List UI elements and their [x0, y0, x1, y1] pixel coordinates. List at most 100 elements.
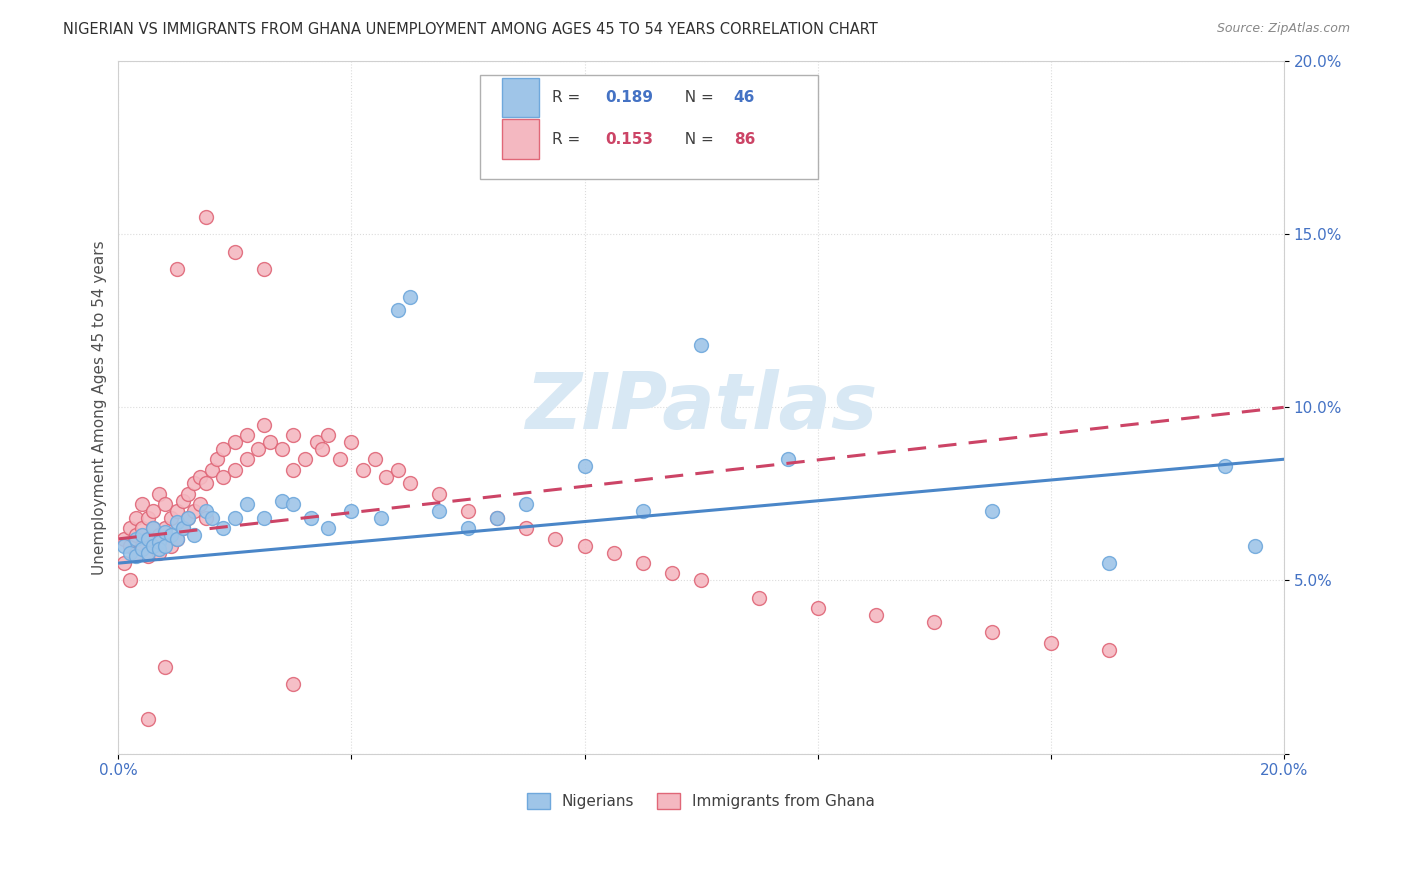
Point [188, 497, 211, 511]
Point [364, 452, 387, 467]
FancyBboxPatch shape [502, 120, 538, 159]
Point [131, 497, 153, 511]
Point [160, 511, 183, 525]
Point [153, 660, 176, 674]
Point [188, 469, 211, 483]
Point [311, 442, 333, 456]
Point [183, 528, 205, 542]
Point [631, 504, 654, 518]
Text: R =: R = [553, 90, 585, 105]
Point [631, 106, 654, 120]
Point [131, 539, 153, 553]
Point [661, 566, 683, 581]
Point [398, 289, 420, 303]
Point [690, 574, 713, 588]
Point [515, 521, 537, 535]
Point [183, 504, 205, 518]
Point [120, 521, 142, 535]
Point [486, 511, 509, 525]
Point [253, 511, 276, 525]
Point [329, 452, 352, 467]
Point [148, 546, 170, 560]
Text: 86: 86 [734, 132, 755, 147]
Point [207, 452, 229, 467]
Point [398, 476, 420, 491]
Point [544, 532, 567, 546]
Point [283, 677, 305, 691]
Point [574, 459, 596, 474]
Point [125, 546, 148, 560]
Point [283, 463, 305, 477]
Point [1243, 539, 1265, 553]
Point [120, 539, 142, 553]
Point [352, 463, 374, 477]
Text: N =: N = [675, 132, 718, 147]
Point [148, 487, 170, 501]
Point [142, 504, 165, 518]
Point [1098, 556, 1121, 570]
Point [305, 434, 328, 449]
Point [224, 244, 246, 259]
Point [602, 546, 624, 560]
Point [427, 504, 450, 518]
Point [136, 511, 159, 525]
Point [370, 511, 392, 525]
Point [515, 497, 537, 511]
Point [172, 521, 194, 535]
Point [112, 556, 135, 570]
Text: 46: 46 [734, 90, 755, 105]
Text: N =: N = [675, 90, 718, 105]
Point [212, 442, 235, 456]
Text: R =: R = [553, 132, 585, 147]
Point [153, 521, 176, 535]
Point [486, 511, 509, 525]
Point [299, 511, 322, 525]
Point [172, 521, 194, 535]
Point [387, 463, 409, 477]
Point [177, 487, 200, 501]
Point [212, 521, 235, 535]
Y-axis label: Unemployment Among Ages 45 to 54 years: Unemployment Among Ages 45 to 54 years [93, 240, 107, 574]
Point [253, 261, 276, 276]
Point [865, 608, 887, 623]
Point [125, 532, 148, 546]
Point [177, 511, 200, 525]
Point [283, 497, 305, 511]
Text: Source: ZipAtlas.com: Source: ZipAtlas.com [1216, 22, 1350, 36]
Point [148, 528, 170, 542]
Point [194, 210, 217, 224]
Text: 0.153: 0.153 [606, 132, 654, 147]
Point [136, 712, 159, 726]
Point [136, 532, 159, 546]
Point [1215, 459, 1237, 474]
Point [253, 417, 276, 432]
Point [177, 511, 200, 525]
Point [142, 539, 165, 553]
Point [631, 556, 654, 570]
Point [574, 539, 596, 553]
Text: 0.189: 0.189 [606, 90, 654, 105]
Point [136, 546, 159, 560]
Point [194, 476, 217, 491]
Point [136, 532, 159, 546]
Point [1098, 642, 1121, 657]
Text: ZIPatlas: ZIPatlas [524, 369, 877, 445]
Point [340, 434, 363, 449]
Point [125, 511, 148, 525]
Point [778, 452, 800, 467]
Point [283, 428, 305, 442]
Point [224, 434, 246, 449]
Point [427, 487, 450, 501]
Legend: Nigerians, Immigrants from Ghana: Nigerians, Immigrants from Ghana [520, 787, 882, 815]
Point [112, 539, 135, 553]
Point [270, 493, 292, 508]
Point [172, 493, 194, 508]
Point [148, 542, 170, 557]
Point [235, 497, 257, 511]
Point [148, 535, 170, 549]
Point [981, 625, 1004, 640]
Point [294, 452, 316, 467]
Point [457, 504, 479, 518]
Point [235, 452, 257, 467]
Point [136, 549, 159, 564]
